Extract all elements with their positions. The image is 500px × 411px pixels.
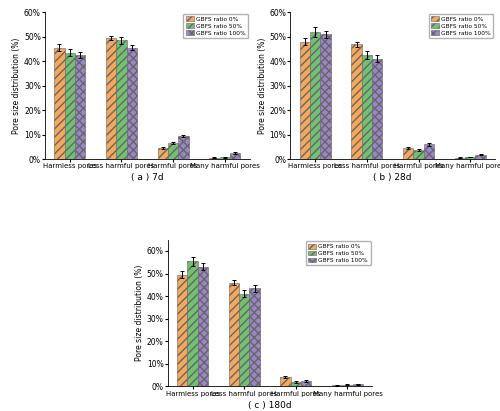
Bar [342,385,352,386]
Bar [64,53,75,159]
Bar [300,42,310,159]
Legend: GBFS ratio 0%, GBFS ratio 50%, GBFS ratio 100%: GBFS ratio 0%, GBFS ratio 50%, GBFS rati… [428,14,493,38]
Bar [228,282,239,386]
Y-axis label: Pore size distribution (%): Pore size distribution (%) [258,37,266,134]
Bar [290,382,301,386]
Bar [178,136,188,159]
Bar [320,35,330,159]
Bar [310,32,320,159]
Bar [75,55,86,159]
Bar [352,44,362,159]
Legend: GBFS ratio 0%, GBFS ratio 50%, GBFS ratio 100%: GBFS ratio 0%, GBFS ratio 50%, GBFS rati… [306,241,370,266]
Bar [188,261,198,386]
Bar [362,55,372,159]
Y-axis label: Pore size distribution (%): Pore size distribution (%) [135,265,144,361]
Bar [454,158,465,159]
Bar [210,158,220,159]
Bar [403,148,413,159]
Bar [465,157,475,159]
Bar [106,38,117,159]
Bar [280,377,290,386]
Bar [476,155,486,159]
Bar [116,40,126,159]
Bar [158,148,168,159]
Bar [301,381,312,386]
Legend: GBFS ratio 0%, GBFS ratio 50%, GBFS ratio 100%: GBFS ratio 0%, GBFS ratio 50%, GBFS rati… [183,14,248,38]
Bar [352,384,363,386]
Bar [220,157,230,159]
Bar [230,153,240,159]
X-axis label: ( b ) 28d: ( b ) 28d [374,173,412,182]
Bar [168,143,178,159]
X-axis label: ( c ) 180d: ( c ) 180d [248,401,292,410]
Bar [177,275,188,386]
Bar [54,48,64,159]
Bar [239,294,250,386]
X-axis label: ( a ) 7d: ( a ) 7d [131,173,164,182]
Bar [198,267,208,386]
Bar [372,59,382,159]
Bar [424,144,434,159]
Bar [250,288,260,386]
Y-axis label: Pore size distribution (%): Pore size distribution (%) [12,37,21,134]
Bar [414,150,424,159]
Bar [126,48,137,159]
